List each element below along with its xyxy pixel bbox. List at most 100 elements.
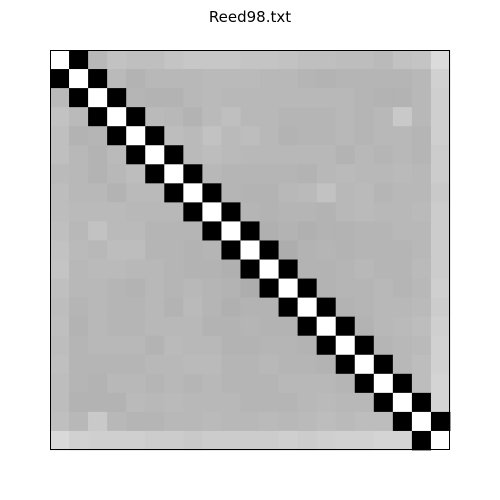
heatmap-cell-r7-c14 [316, 183, 337, 203]
heatmap-cell-r0-c5 [145, 50, 165, 70]
heatmap-cell-r15-c20 [430, 335, 451, 356]
heatmap-cell-r13-c7 [183, 297, 203, 318]
heatmap-cell-r0-c11 [259, 50, 279, 70]
heatmap-cell-r9-c0 [50, 221, 70, 241]
heatmap-cell-r19-c7 [183, 411, 203, 432]
heatmap-cell-r9-c12 [278, 221, 299, 241]
heatmap-cell-r13-c1 [69, 297, 89, 318]
heatmap-cell-r7-c15 [335, 183, 356, 203]
heatmap-cell-r19-c12 [278, 411, 299, 432]
heatmap-cell-r9-c15 [335, 221, 356, 241]
heatmap-cell-r3-c0 [50, 107, 70, 127]
heatmap-cell-r12-c17 [373, 278, 394, 299]
heatmap-cell-r6-c14 [316, 164, 337, 184]
heatmap-cell-r20-c13 [297, 430, 318, 451]
heatmap-cell-r2-c4 [126, 88, 146, 108]
heatmap-cell-r2-c13 [297, 88, 318, 108]
heatmap-cell-r10-c18 [392, 240, 413, 260]
heatmap-cell-r18-c10 [240, 392, 260, 413]
heatmap-cell-r12-c6 [164, 278, 184, 299]
heatmap-cell-r6-c6 [164, 164, 184, 184]
heatmap-cell-r5-c5 [145, 145, 165, 165]
heatmap-cell-r12-c11 [259, 278, 279, 299]
heatmap-cell-r14-c0 [50, 316, 70, 337]
heatmap-cell-r6-c9 [221, 164, 241, 184]
heatmap-cell-r15-c8 [202, 335, 222, 356]
heatmap-cell-r14-c19 [411, 316, 432, 337]
heatmap-cell-r17-c0 [50, 373, 70, 394]
heatmap-cell-r16-c18 [392, 354, 413, 375]
heatmap-cell-r10-c12 [278, 240, 299, 260]
heatmap-cell-r18-c14 [316, 392, 337, 413]
heatmap-cell-r10-c9 [221, 240, 241, 260]
heatmap-cell-r6-c13 [297, 164, 318, 184]
heatmap-cell-r7-c17 [373, 183, 394, 203]
heatmap-cell-r11-c1 [69, 259, 89, 279]
heatmap-cell-r20-c18 [392, 430, 413, 451]
heatmap-cell-r15-c16 [354, 335, 375, 356]
heatmap-cell-r1-c18 [392, 69, 413, 89]
heatmap-cell-r18-c9 [221, 392, 241, 413]
heatmap-cell-r16-c4 [126, 354, 146, 375]
heatmap-cell-r19-c18 [392, 411, 413, 432]
heatmap-cell-r15-c18 [392, 335, 413, 356]
heatmap-cell-r10-c1 [69, 240, 89, 260]
heatmap-cell-r8-c18 [392, 202, 413, 222]
heatmap-cell-r20-c1 [69, 430, 89, 451]
heatmap-cell-r2-c20 [430, 88, 451, 108]
heatmap-cell-r11-c0 [50, 259, 70, 279]
heatmap-cell-r10-c17 [373, 240, 394, 260]
heatmap-cell-r3-c14 [316, 107, 337, 127]
heatmap-cell-r14-c17 [373, 316, 394, 337]
heatmap-cell-r2-c11 [259, 88, 279, 108]
heatmap-cell-r9-c10 [240, 221, 260, 241]
heatmap-cell-r17-c17 [373, 373, 394, 394]
heatmap-cell-r1-c11 [259, 69, 279, 89]
heatmap-cell-r6-c8 [202, 164, 222, 184]
heatmap-cell-r15-c10 [240, 335, 260, 356]
heatmap-cell-r9-c20 [430, 221, 451, 241]
heatmap-cell-r20-c12 [278, 430, 299, 451]
heatmap-cell-r13-c18 [392, 297, 413, 318]
heatmap-cell-r15-c6 [164, 335, 184, 356]
heatmap-cell-r5-c8 [202, 145, 222, 165]
heatmap-cell-r17-c6 [164, 373, 184, 394]
heatmap-cell-r4-c5 [145, 126, 165, 146]
heatmap-cell-r15-c12 [278, 335, 299, 356]
heatmap-cell-r16-c13 [297, 354, 318, 375]
heatmap-cell-r5-c12 [278, 145, 299, 165]
heatmap-cell-r13-c8 [202, 297, 222, 318]
heatmap-cell-r8-c7 [183, 202, 203, 222]
heatmap-cell-r16-c10 [240, 354, 260, 375]
heatmap-cell-r14-c8 [202, 316, 222, 337]
heatmap-cell-r2-c3 [107, 88, 127, 108]
heatmap-cell-r10-c0 [50, 240, 70, 260]
heatmap-cell-r17-c5 [145, 373, 165, 394]
heatmap-cell-r1-c4 [126, 69, 146, 89]
heatmap-cell-r9-c16 [354, 221, 375, 241]
heatmap-cell-r18-c13 [297, 392, 318, 413]
heatmap-cell-r3-c3 [107, 107, 127, 127]
heatmap-cell-r6-c10 [240, 164, 260, 184]
heatmap-cell-r7-c3 [107, 183, 127, 203]
heatmap-cell-r13-c11 [259, 297, 279, 318]
heatmap-cell-r15-c14 [316, 335, 337, 356]
heatmap-cell-r0-c7 [183, 50, 203, 70]
heatmap-cell-r9-c9 [221, 221, 241, 241]
heatmap-cell-r9-c2 [88, 221, 108, 241]
heatmap-cell-r8-c0 [50, 202, 70, 222]
heatmap-cell-r12-c15 [335, 278, 356, 299]
heatmap-cell-r0-c0 [50, 50, 70, 70]
heatmap-cell-r12-c8 [202, 278, 222, 299]
heatmap-cell-r20-c15 [335, 430, 356, 451]
heatmap-cell-r1-c8 [202, 69, 222, 89]
heatmap-cell-r16-c14 [316, 354, 337, 375]
heatmap-cell-r2-c2 [88, 88, 108, 108]
heatmap-cell-r20-c4 [126, 430, 146, 451]
heatmap-cell-r11-c6 [164, 259, 184, 279]
heatmap-cell-r15-c1 [69, 335, 89, 356]
heatmap-cell-r8-c1 [69, 202, 89, 222]
heatmap-cell-r10-c7 [183, 240, 203, 260]
heatmap-cell-r19-c11 [259, 411, 279, 432]
heatmap-cell-r4-c17 [373, 126, 394, 146]
